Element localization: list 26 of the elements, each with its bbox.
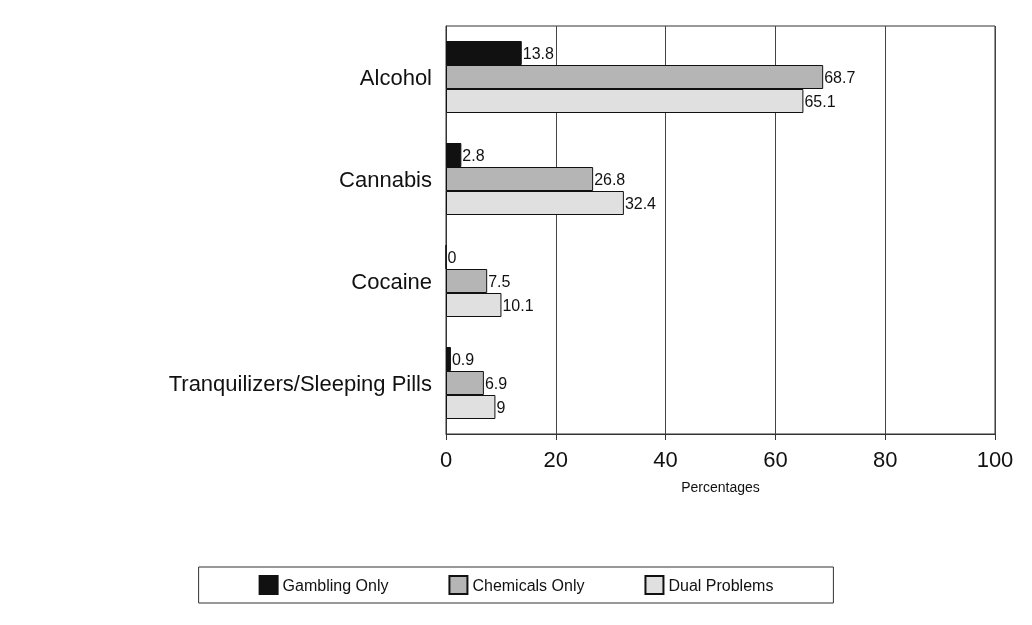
- y-tick-label: Tranquilizers/Sleeping Pills: [168, 370, 432, 396]
- data-label: 32.4: [624, 194, 657, 212]
- y-tick-label: Cannabis: [339, 166, 432, 192]
- data-label: 26.8: [594, 170, 626, 188]
- data-label: 7.5: [488, 272, 511, 290]
- data-label: 6.9: [484, 374, 508, 392]
- y-tick-label: Cocaine: [351, 268, 432, 294]
- x-tick-label: 60: [763, 446, 788, 472]
- legend-label: Chemicals Only: [472, 576, 585, 594]
- data-label: 9: [496, 398, 506, 416]
- x-tick-label: 0: [439, 446, 453, 472]
- x-tick-label: 20: [543, 446, 569, 472]
- data-label: 10.1: [502, 296, 534, 314]
- data-label: 13.8: [522, 44, 554, 62]
- legend-label: Dual Problems: [668, 576, 774, 594]
- data-label: 0: [447, 248, 457, 266]
- data-label: 0.9: [451, 350, 475, 368]
- x-tick-label: 100: [976, 446, 1014, 472]
- x-tick-label: 40: [653, 446, 678, 472]
- data-label: 65.1: [804, 92, 836, 110]
- y-tick-label: Alcohol: [359, 64, 432, 90]
- x-tick-label: 80: [872, 446, 898, 472]
- legend-label: Gambling Only: [282, 576, 389, 594]
- data-label: 2.8: [462, 146, 485, 164]
- data-label: 68.7: [824, 68, 856, 86]
- x-axis-title: Percentages: [681, 479, 760, 495]
